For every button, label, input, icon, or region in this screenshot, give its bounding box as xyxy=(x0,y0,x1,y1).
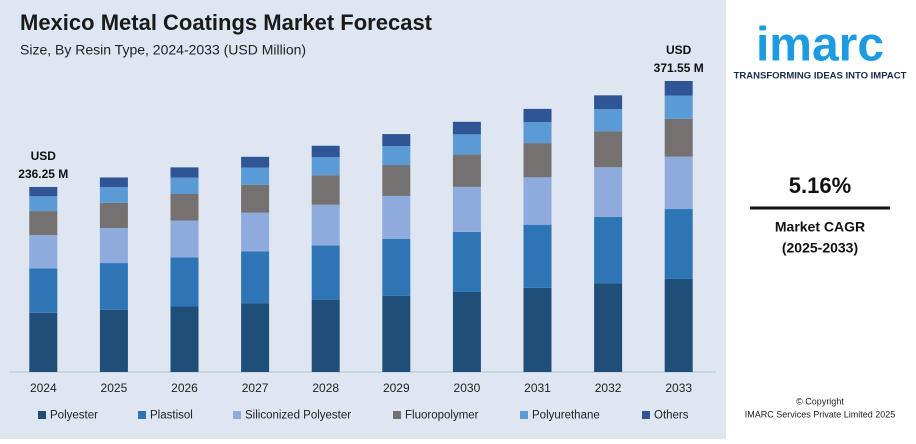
bar-segment xyxy=(523,143,552,178)
total-label: USD xyxy=(31,149,57,163)
x-tick-label: 2033 xyxy=(665,381,692,395)
bar-segment xyxy=(29,196,58,212)
bar-segment xyxy=(523,108,552,123)
bar-segment xyxy=(664,156,693,210)
bar-segment xyxy=(452,291,481,372)
bar-segment xyxy=(594,109,623,132)
bar-segment xyxy=(99,177,128,188)
bar-segment xyxy=(241,303,270,372)
bar-segment xyxy=(382,238,411,296)
legend-swatch xyxy=(138,411,146,419)
bar-segment xyxy=(664,81,693,96)
bar-segment xyxy=(170,257,199,307)
x-tick-label: 2029 xyxy=(383,381,410,395)
bar-segment xyxy=(99,309,128,372)
legend-label: Siliconized Polyester xyxy=(245,410,351,422)
copyright: © Copyright xyxy=(796,396,844,406)
cagr-value: 5.16% xyxy=(789,173,851,198)
bar-segment xyxy=(170,220,199,258)
bar-segment xyxy=(311,299,340,372)
bar-segment xyxy=(452,186,481,232)
x-tick-label: 2031 xyxy=(524,381,551,395)
bar-segment xyxy=(170,177,199,195)
side-panel xyxy=(726,0,916,439)
legend-swatch xyxy=(233,411,241,419)
bar-segment xyxy=(523,177,552,225)
company: IMARC Services Private Limited 2025 xyxy=(745,409,896,419)
bar-segment xyxy=(452,154,481,187)
bar-segment xyxy=(523,122,552,144)
legend-swatch xyxy=(642,411,650,419)
tagline: TRANSFORMING IDEAS INTO IMPACT xyxy=(734,71,907,82)
logo: imarc xyxy=(756,19,884,72)
bar-segment xyxy=(29,268,58,313)
cagr-period: (2025-2033) xyxy=(782,240,858,256)
total-label: 371.55 M xyxy=(654,61,704,75)
bar-segment xyxy=(170,167,199,178)
x-tick-label: 2027 xyxy=(242,381,269,395)
chart-subtitle: Size, By Resin Type, 2024-2033 (USD Mill… xyxy=(20,42,306,58)
bar-segment xyxy=(382,134,411,146)
legend-label: Polyurethane xyxy=(532,410,600,422)
x-tick-label: 2026 xyxy=(171,381,198,395)
legend-swatch xyxy=(38,411,46,419)
bar-segment xyxy=(29,186,58,197)
bar-segment xyxy=(382,195,411,239)
bar-segment xyxy=(523,224,552,288)
bar-segment xyxy=(29,235,58,269)
legend-label: Others xyxy=(654,410,689,422)
legend-label: Plastisol xyxy=(150,410,193,422)
bar-segment xyxy=(311,145,340,158)
bar-segment xyxy=(664,95,693,119)
bar-segment xyxy=(241,167,270,185)
bar-segment xyxy=(523,287,552,372)
bar-segment xyxy=(311,175,340,205)
bar-segment xyxy=(452,134,481,155)
x-tick-label: 2030 xyxy=(454,381,481,395)
bar-segment xyxy=(241,184,270,213)
bar-segment xyxy=(452,121,481,135)
bar-segment xyxy=(170,306,199,372)
bar-segment xyxy=(382,145,411,166)
bar-segment xyxy=(311,204,340,246)
bar-segment xyxy=(594,167,623,218)
bar-segment xyxy=(594,95,623,110)
bar-segment xyxy=(664,278,693,372)
bar-segment xyxy=(664,209,693,279)
x-tick-label: 2025 xyxy=(101,381,128,395)
bar-segment xyxy=(664,118,693,157)
bar-segment xyxy=(311,245,340,300)
bar-segment xyxy=(170,194,199,221)
legend-label: Polyester xyxy=(50,410,98,422)
x-tick-label: 2024 xyxy=(30,381,57,395)
bar-segment xyxy=(594,131,623,168)
bar-segment xyxy=(29,211,58,236)
legend-swatch xyxy=(393,411,401,419)
bar-segment xyxy=(99,263,128,310)
bar-segment xyxy=(382,165,411,196)
legend-label: Fluoropolymer xyxy=(405,410,479,422)
bar-segment xyxy=(29,312,58,372)
legend-swatch xyxy=(520,411,528,419)
x-tick-label: 2028 xyxy=(312,381,339,395)
bar-segment xyxy=(452,231,481,292)
bar-segment xyxy=(99,187,128,203)
cagr-label: Market CAGR xyxy=(775,219,865,235)
bar-segment xyxy=(241,212,270,252)
total-label: USD xyxy=(666,43,692,57)
bar-segment xyxy=(99,228,128,264)
bar-segment xyxy=(594,283,623,372)
x-tick-label: 2032 xyxy=(595,381,622,395)
bar-segment xyxy=(241,251,270,304)
bar-segment xyxy=(241,156,270,168)
total-label: 236.25 M xyxy=(18,167,68,181)
chart-title: Mexico Metal Coatings Market Forecast xyxy=(20,10,433,35)
bar-segment xyxy=(311,157,340,176)
bar-segment xyxy=(99,202,128,229)
bar-segment xyxy=(594,217,623,284)
bar-segment xyxy=(382,295,411,372)
